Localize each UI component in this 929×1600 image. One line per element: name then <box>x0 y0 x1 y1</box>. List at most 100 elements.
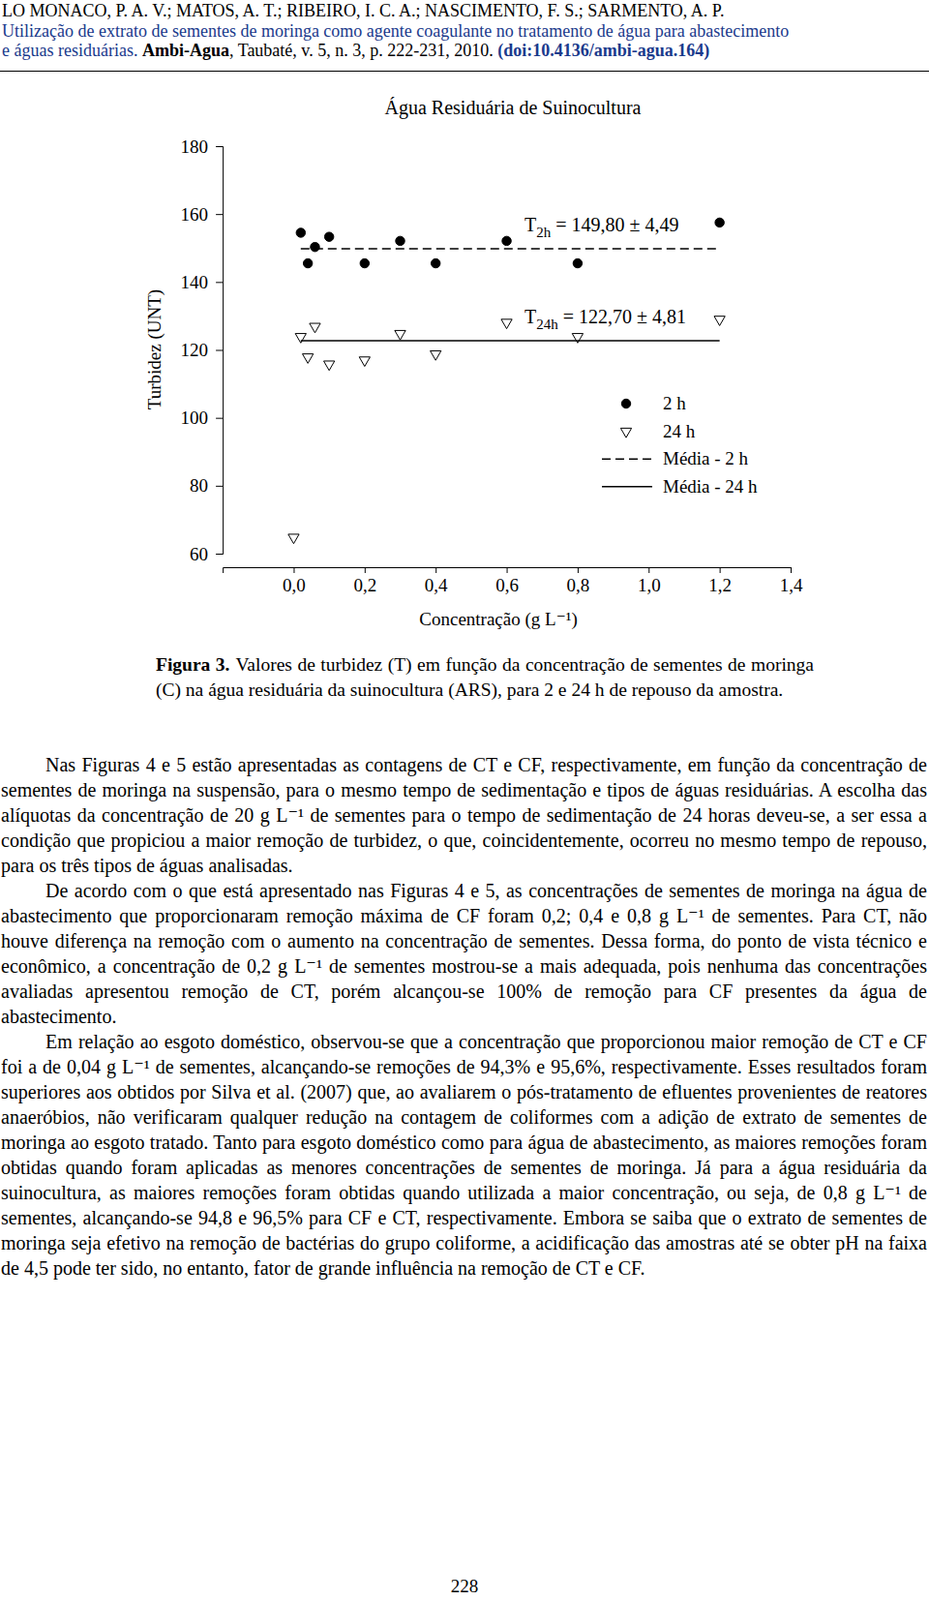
x-tick-label: 1,2 <box>708 574 732 596</box>
page-number: 228 <box>0 1575 929 1597</box>
x-tick-mark <box>648 567 650 573</box>
header-details: , Taubaté, v. 5, n. 3, p. 222-231, 2010. <box>229 40 498 60</box>
annotation-label: T <box>524 305 537 328</box>
x-tick: 0,0 <box>282 567 306 596</box>
point <box>571 333 583 344</box>
paragraph: De acordo com o que está apresentado nas… <box>0 877 928 1029</box>
annotation-label: T <box>524 213 537 236</box>
caption-text: Valores de turbidez (T) em função da con… <box>155 654 814 700</box>
x-tick-label: 1,4 <box>779 574 804 596</box>
point <box>714 316 725 327</box>
y-tick-mark <box>215 213 223 215</box>
annotation: T24h = 122,70 ± 4,81 <box>524 305 687 332</box>
y-tick-mark <box>215 553 223 555</box>
header-title-end: e águas residuárias. <box>1 40 143 60</box>
chart: 60 80 100 120 140 160 180 0,0 0,2 0,4 0,6 0,8 1,0 1,2… <box>0 0 929 647</box>
annotation-text: = 122,70 ± 4,81 <box>558 305 687 328</box>
x-tick-label: 1,0 <box>637 574 661 596</box>
y-tick: 140 <box>180 271 224 293</box>
header-rule <box>0 70 929 72</box>
x-tick-mark <box>364 567 366 573</box>
y-tick-label: 160 <box>180 204 210 225</box>
y-tick-label: 100 <box>180 407 210 428</box>
y-tick-label: 180 <box>180 136 210 157</box>
legend-label: 2 h <box>662 392 687 414</box>
point <box>395 236 405 245</box>
x-tick-mark <box>719 567 721 573</box>
point <box>501 319 512 330</box>
y-tick-label: 140 <box>180 271 210 293</box>
y-tick-label: 120 <box>180 339 210 360</box>
x-axis-title: Concentração (g L⁻¹) <box>419 608 577 630</box>
y-tick: 120 <box>180 339 224 360</box>
point <box>288 534 300 544</box>
y-tick: 80 <box>189 475 223 496</box>
header-citation: e águas residuárias. Ambi-Agua, Taubaté,… <box>1 40 928 61</box>
x-tick-label: 0,8 <box>567 574 591 596</box>
paragraph: Nas Figuras 4 e 5 estão apresentadas as … <box>0 751 928 878</box>
point <box>502 236 511 245</box>
annotation: T2h = 149,80 ± 4,49 <box>524 213 679 240</box>
x-tick: 0,2 <box>353 567 377 596</box>
point <box>295 333 306 344</box>
body-text: Nas Figuras 4 e 5 estão apresentadas as … <box>0 751 928 1281</box>
point <box>715 217 724 227</box>
point <box>296 228 305 238</box>
page-header: LO MONACO, P. A. V.; MATOS, A. T.; RIBEI… <box>1 0 928 61</box>
header-journal: Ambi-Agua <box>142 40 230 60</box>
point <box>310 241 320 251</box>
y-tick-mark <box>215 350 223 352</box>
x-tick: 0,4 <box>424 567 449 596</box>
x-tick: 1,2 <box>708 567 732 596</box>
legend-symbol <box>621 398 630 408</box>
y-tick-mark <box>215 146 223 148</box>
mean-line <box>300 247 720 249</box>
legend-label: 24 h <box>662 420 696 442</box>
legend-symbol <box>620 427 631 438</box>
legend-label: Média - 2 h <box>662 448 750 469</box>
point <box>430 350 442 360</box>
annotation-subscript: 24h <box>536 316 559 332</box>
point <box>394 329 406 340</box>
x-tick-label: 0,6 <box>495 574 519 596</box>
plot-area <box>288 217 725 543</box>
legend-label: Média - 24 h <box>662 476 758 497</box>
y-tick-label: 60 <box>189 543 209 565</box>
y-axis: 60 80 100 120 140 160 180 <box>180 136 224 565</box>
x-tick-mark <box>507 567 509 573</box>
x-axis-line <box>223 568 792 574</box>
x-tick: 0,8 <box>567 567 591 596</box>
y-axis-title: Turbidez (UNT) <box>144 289 166 410</box>
annotation-text: = 149,80 ± 4,49 <box>550 213 679 236</box>
y-tick-mark <box>215 485 223 487</box>
point <box>572 258 582 268</box>
point <box>430 258 440 268</box>
y-tick: 160 <box>180 204 224 225</box>
y-tick: 60 <box>189 543 223 565</box>
x-tick-mark <box>790 567 792 573</box>
x-tick: 1,4 <box>779 567 804 596</box>
x-tick: 0,6 <box>495 567 519 596</box>
header-authors: LO MONACO, P. A. V.; MATOS, A. T.; RIBEI… <box>1 0 928 22</box>
y-tick-label: 80 <box>189 475 209 496</box>
x-tick: 1,0 <box>637 567 661 596</box>
x-tick-mark <box>435 567 437 573</box>
x-tick-label: 0,0 <box>282 574 306 596</box>
header-title: Utilização de extrato de sementes de mor… <box>1 21 928 42</box>
legend-line <box>601 458 653 460</box>
point <box>324 360 335 371</box>
header-doi: (doi:10.4136/ambi-agua.164) <box>497 40 710 60</box>
y-axis-line <box>215 147 224 555</box>
point <box>359 258 369 268</box>
point <box>324 232 333 241</box>
caption-label: Figura 3. <box>155 654 230 675</box>
legend: 2 h 24 h Média - 2 h Média - 24 h <box>601 392 758 497</box>
point <box>309 323 321 333</box>
x-tick-mark <box>293 567 295 573</box>
y-tick: 180 <box>180 136 224 157</box>
y-tick: 100 <box>180 407 224 428</box>
point <box>302 258 312 268</box>
chart-title: Água Residuária de Suinocultura <box>385 96 642 120</box>
point <box>302 354 314 364</box>
x-tick-mark <box>577 567 579 573</box>
